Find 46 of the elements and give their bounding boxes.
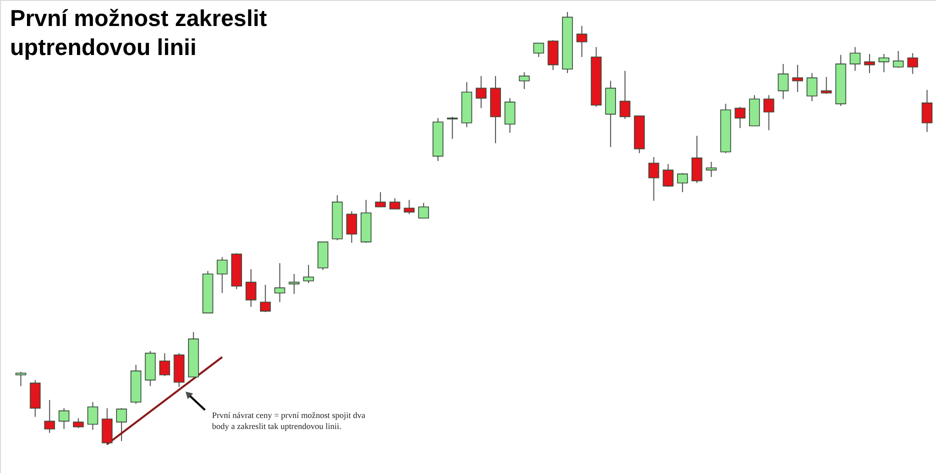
- candlestick: [792, 64, 803, 93]
- candlestick: [246, 268, 256, 308]
- candlestick: [820, 76, 832, 94]
- candlestick: [692, 135, 702, 184]
- candlestick: [576, 25, 588, 58]
- candlestick: [476, 76, 487, 109]
- candlestick: [907, 52, 918, 74]
- candlestick: [548, 40, 558, 71]
- candlestick: [216, 256, 228, 294]
- candlestick: [418, 202, 429, 219]
- candlestick: [892, 50, 904, 68]
- candlestick: [734, 106, 746, 129]
- candlestick: [763, 94, 774, 131]
- candlestick: [533, 42, 544, 58]
- candlestick: [87, 402, 98, 430]
- candlestick: [72, 418, 84, 429]
- candlestick: [662, 163, 674, 188]
- candlestick: [116, 408, 127, 442]
- candlestick: [850, 46, 861, 72]
- candlestick: [778, 63, 789, 100]
- candlestick: [260, 284, 271, 313]
- candlestick: [518, 72, 530, 90]
- candlestick: [58, 408, 70, 430]
- candlestick: [303, 264, 314, 284]
- candlestick: [375, 192, 386, 208]
- candlestick: [446, 116, 458, 140]
- candlestick: [878, 54, 890, 73]
- candlestick: [15, 371, 26, 387]
- candlestick: [274, 262, 286, 303]
- candlestick: [806, 72, 818, 102]
- candlestick: [922, 89, 932, 132]
- candlestick: [102, 408, 113, 446]
- candlestick: [620, 70, 630, 120]
- chart-title: První možnost zakreslit uptrendovou linii: [10, 5, 268, 60]
- candlestick: [404, 199, 415, 215]
- candlestick: [346, 210, 358, 244]
- annotation: První návrat ceny = první možnost spojit dva body a zakreslit tak uptrendovou linii.: [212, 410, 366, 431]
- candlestick: [677, 172, 688, 193]
- candlestick: [864, 54, 875, 74]
- candlestick: [389, 198, 400, 210]
- candlestick: [159, 352, 170, 377]
- candlestick: [706, 161, 717, 178]
- candlestick: [288, 273, 300, 294]
- candlestick: [648, 156, 660, 202]
- candlestick: [44, 399, 55, 434]
- candlestick: [504, 98, 516, 134]
